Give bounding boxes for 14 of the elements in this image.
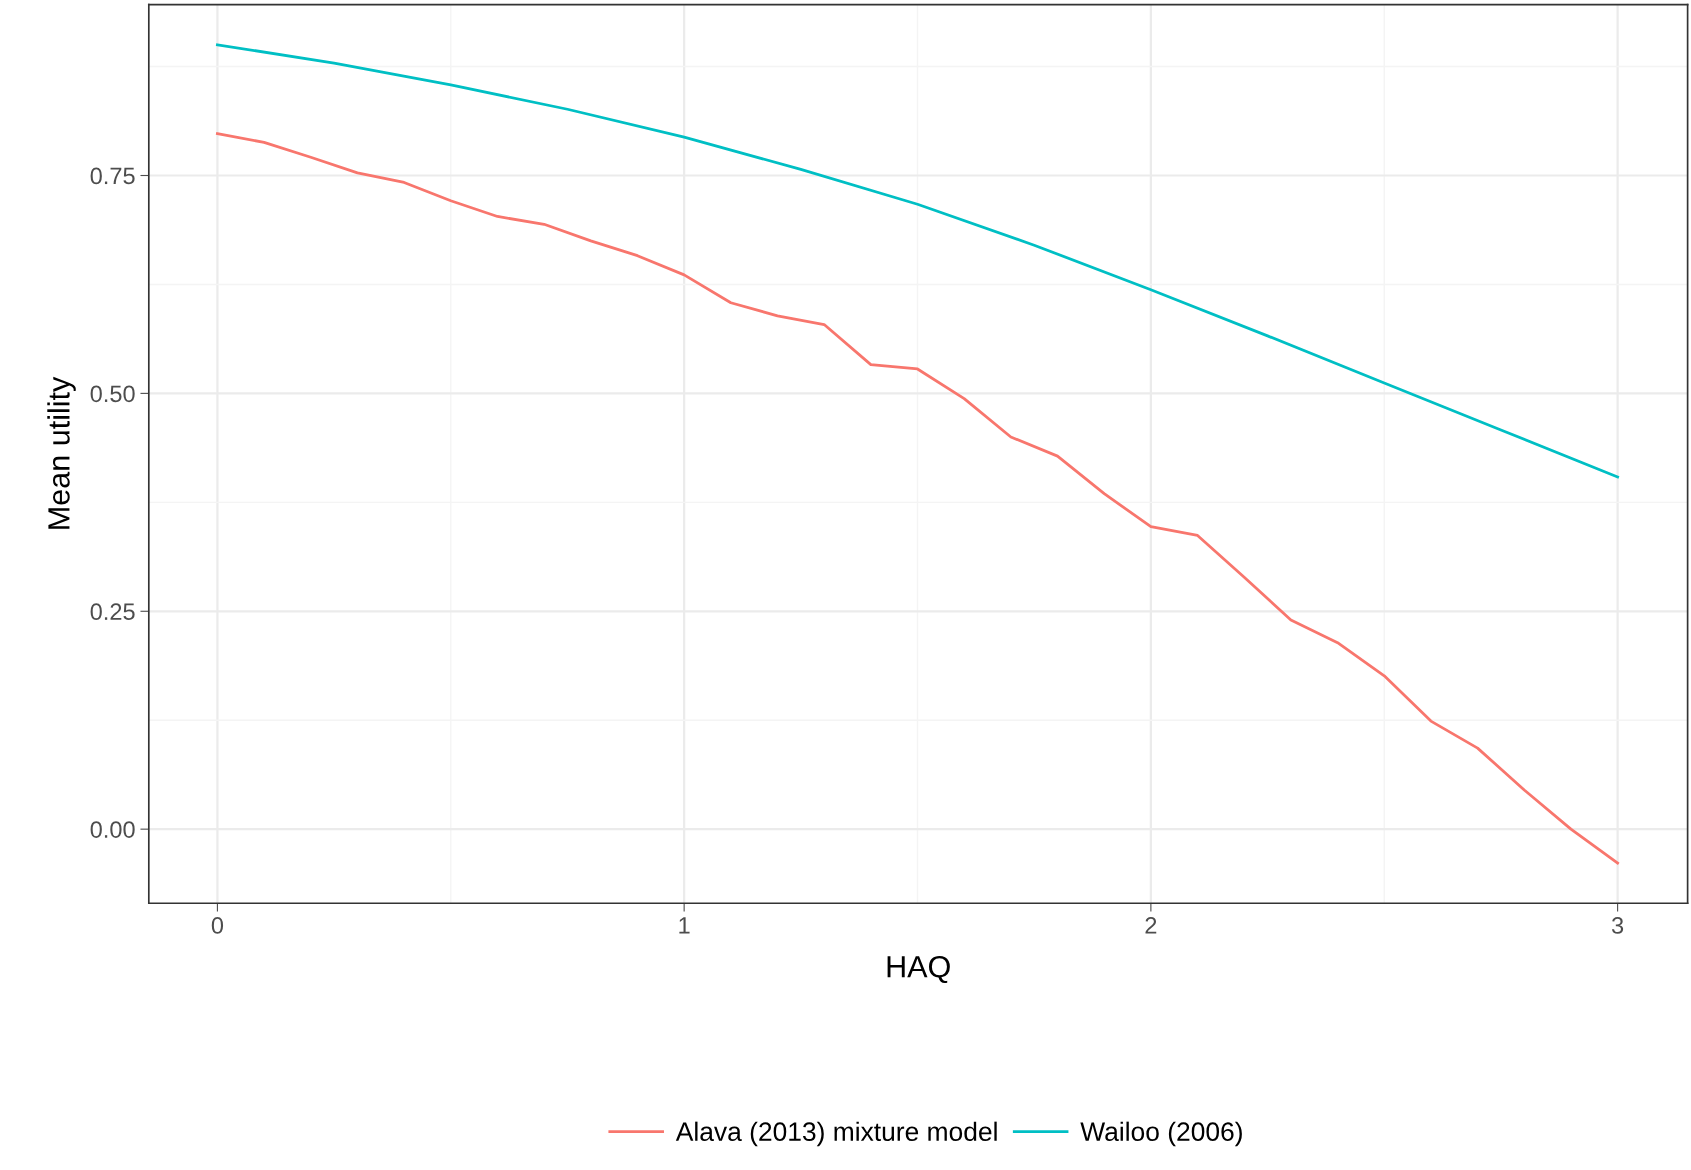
legend-label: Alava (2013) mixture model (675, 1121, 997, 1147)
x-tick-label: 1 (679, 917, 690, 934)
y-tick-label: 0.75 (90, 167, 135, 185)
y-tick-label: 0.50 (90, 385, 135, 403)
x-tick-label: 2 (1145, 917, 1157, 934)
x-axis-title: HAQ (887, 955, 950, 984)
x-tick-label: 0 (211, 917, 224, 934)
line-series (216, 132, 1619, 865)
legend-label: Wailoo (2006) (1080, 1121, 1242, 1147)
y-tick-label: 0.25 (90, 603, 135, 621)
line-series (216, 43, 1619, 479)
y-axis-title: Mean utility (47, 376, 76, 529)
x-tick-label: 3 (1611, 917, 1624, 934)
y-tick-label: 0.00 (90, 821, 135, 838)
